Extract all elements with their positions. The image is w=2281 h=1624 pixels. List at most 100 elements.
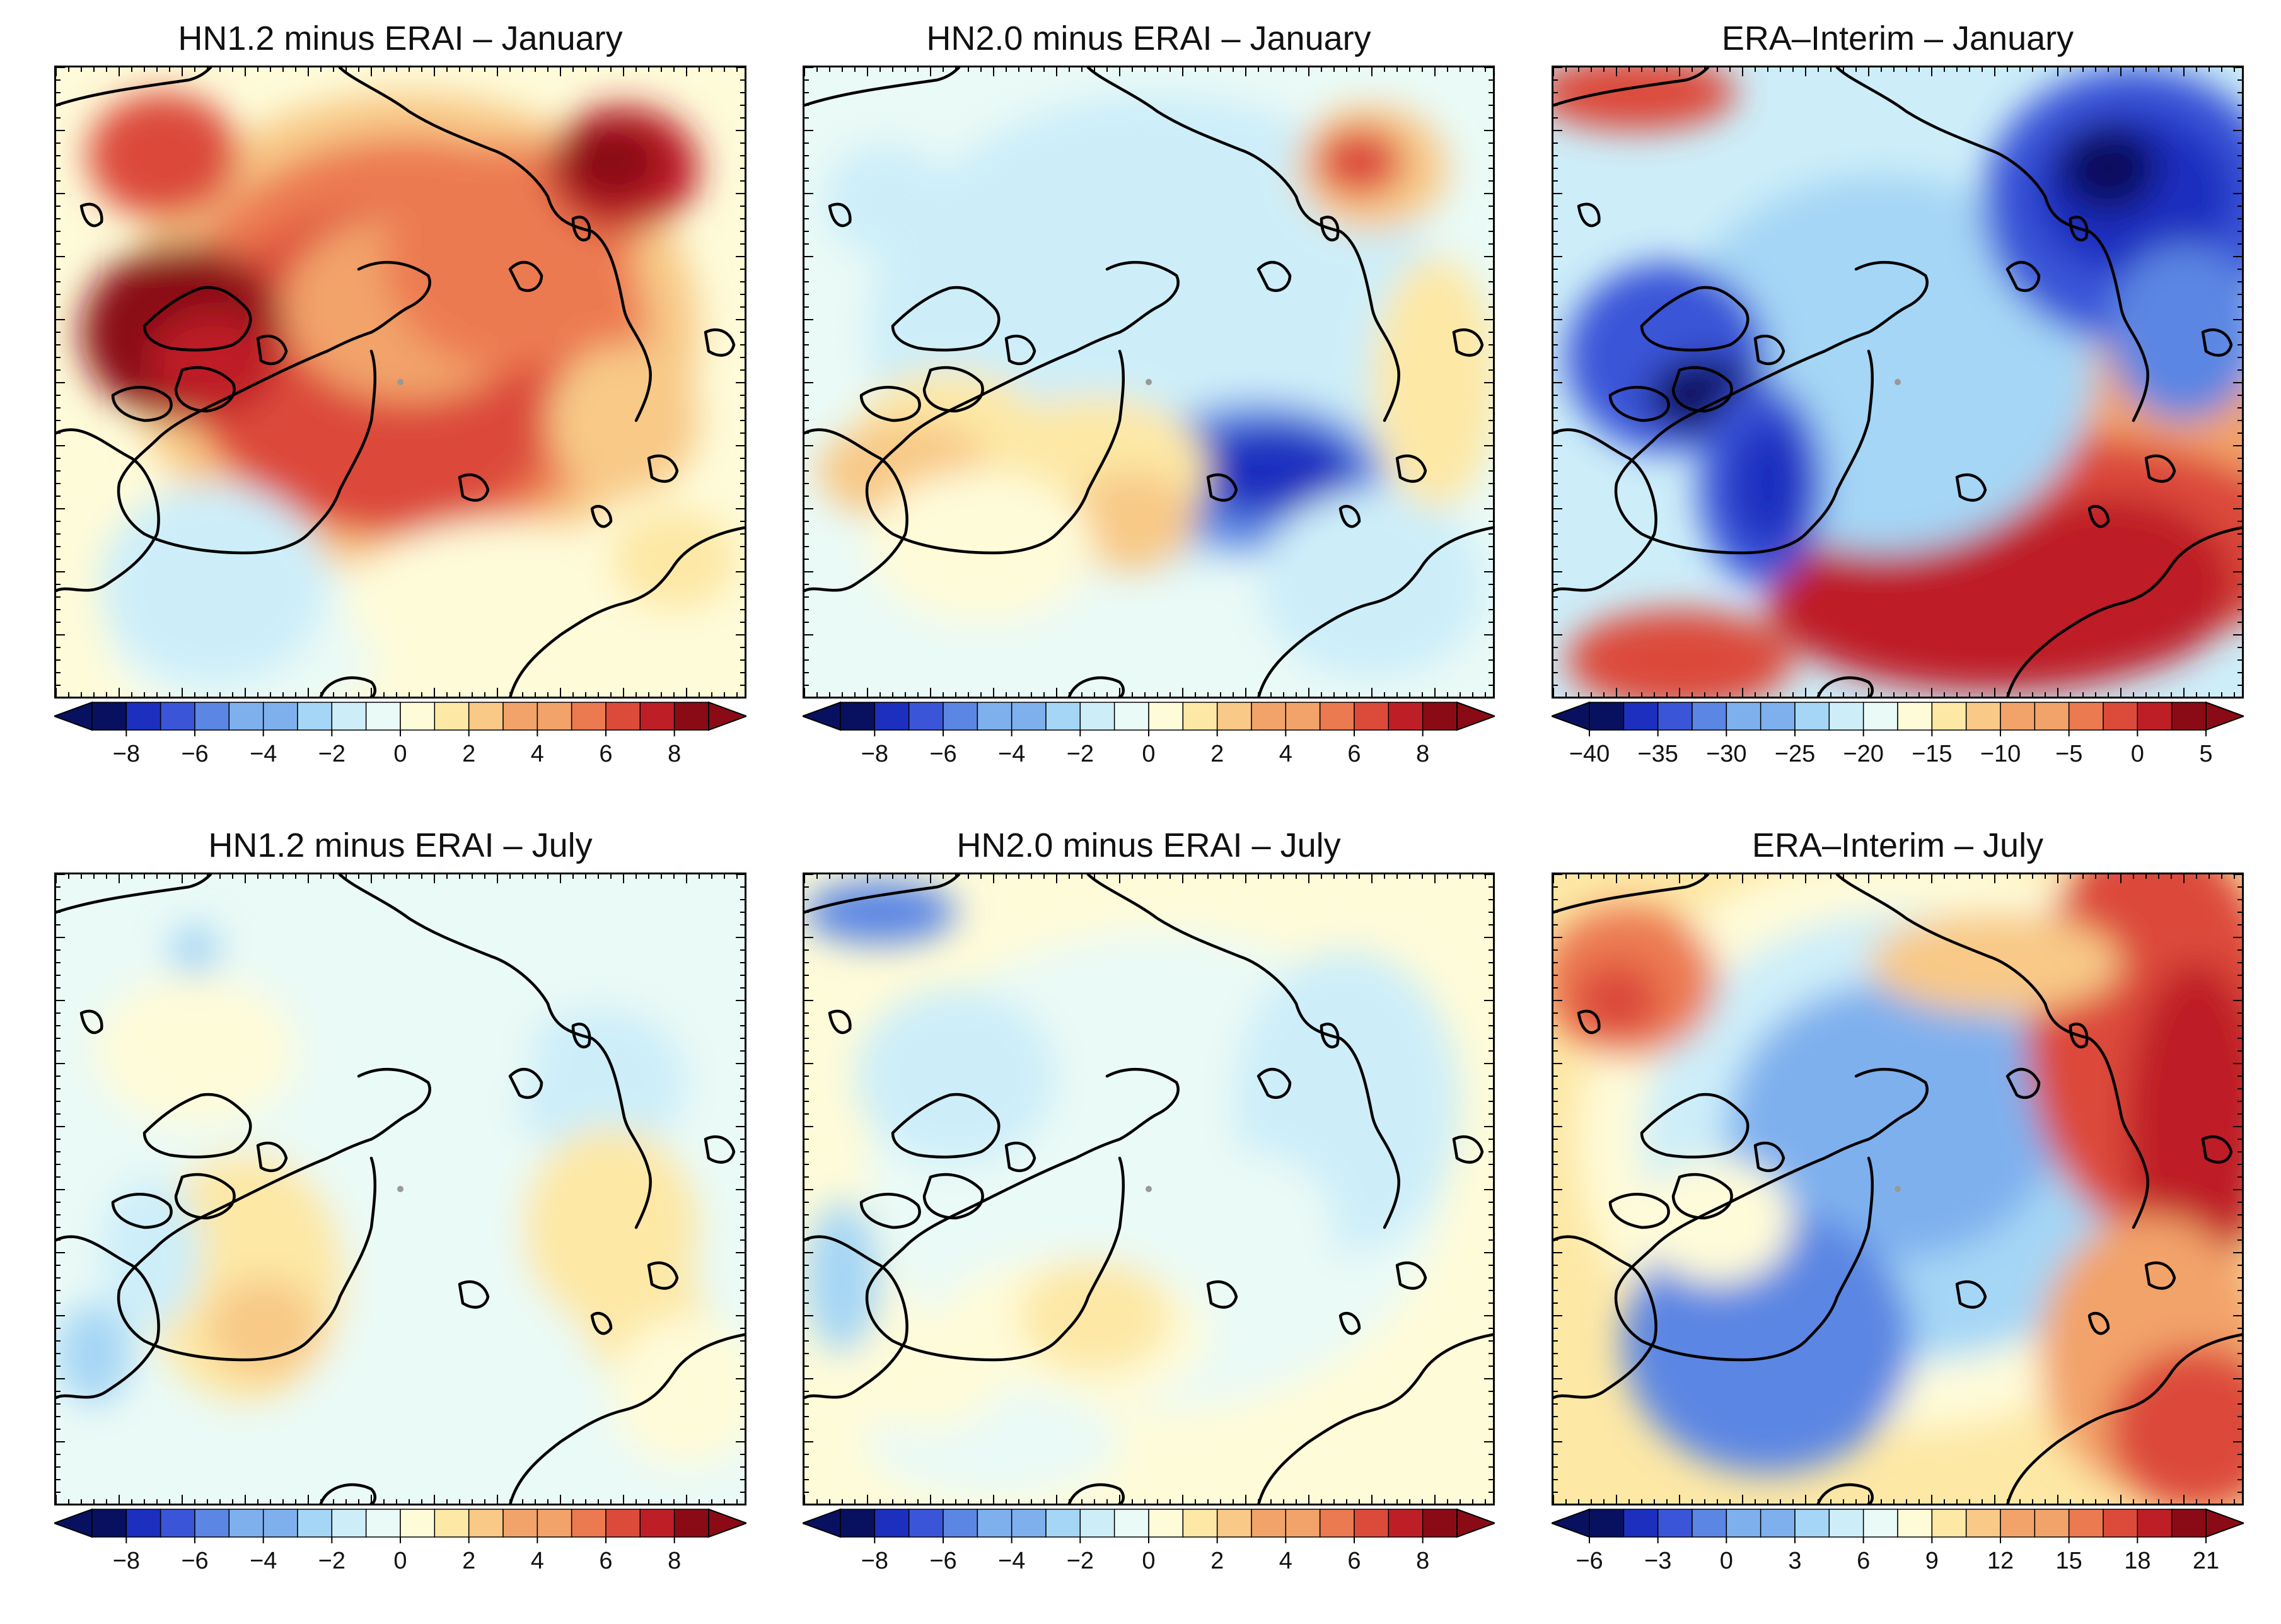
- colorbar-box: [1182, 702, 1218, 731]
- colorbar-tick-label: 12: [1987, 1548, 2014, 1574]
- coastline-segment: [1395, 454, 1427, 483]
- colorbar-box: [1422, 1509, 1458, 1538]
- colorbar-box: [1182, 1509, 1218, 1538]
- colorbar: −8 −6 −4 −2 0 2 4 6 8: [803, 1507, 1495, 1582]
- colorbar-box: [1079, 702, 1115, 731]
- field-region: [94, 975, 296, 1127]
- colorbar-box: [1657, 1509, 1693, 1538]
- colorbar-tick-label: −2: [1067, 1548, 1094, 1574]
- coastline-segment: [256, 334, 288, 366]
- coastline-segment: [1206, 473, 1238, 502]
- coastline-segment: [1395, 1261, 1427, 1290]
- colorbar-box: [91, 702, 127, 731]
- north-pole-marker: [1146, 1186, 1152, 1192]
- colorbar-box: [262, 1509, 298, 1538]
- colorbar-min-arrow: [803, 701, 841, 731]
- colorbar-box: [673, 1509, 709, 1538]
- colorbar-box: [1388, 1509, 1424, 1538]
- coastline-segment: [1671, 1173, 1733, 1220]
- coastline-segment: [1320, 216, 1340, 241]
- panel-title: HN2.0 minus ERAI – July: [956, 826, 1341, 864]
- panel-title: ERA–Interim – July: [1751, 826, 2044, 864]
- field-region: [2108, 1347, 2242, 1504]
- coastline-segment: [117, 260, 431, 555]
- coastline-segment: [1452, 1135, 1484, 1164]
- map: [803, 66, 1495, 699]
- colorbar-canvas: −40 −35 −30 −25 −20 −15 −10 −5 0 5: [1552, 701, 2244, 767]
- frame-ticks: [804, 874, 1493, 1504]
- colorbar-box: [908, 702, 944, 731]
- coastline-segment: [338, 67, 652, 422]
- colorbar-box: [1794, 1509, 1830, 1538]
- field-region: [88, 93, 239, 219]
- coastline: [804, 67, 1493, 697]
- colorbar-tick-label: 8: [1416, 1548, 1429, 1574]
- colorbar-box: [365, 1509, 401, 1538]
- colorbar-box: [1692, 702, 1727, 731]
- coastline-segment: [804, 428, 908, 593]
- colorbar-tick-label: 8: [1416, 741, 1429, 767]
- coastline: [56, 874, 745, 1504]
- colorbar-box: [1354, 1509, 1390, 1538]
- colorbar-tick-label: 6: [1347, 1548, 1361, 1574]
- colorbar-tick-label: −8: [113, 1548, 140, 1574]
- colorbar-min-arrow: [54, 1508, 93, 1538]
- colorbar-tick-label: 4: [531, 741, 544, 767]
- colorbar-box: [1931, 1509, 1967, 1538]
- coastline: [804, 874, 1493, 1504]
- colorbar-box: [1285, 702, 1321, 731]
- coastline-segment: [865, 260, 1180, 555]
- colorbar-box: [468, 1509, 504, 1538]
- colorbar-box: [1589, 702, 1625, 731]
- colorbar-box: [1354, 702, 1390, 731]
- colorbar-tick-label: −4: [998, 1548, 1025, 1574]
- coastline-segment: [1257, 1333, 1493, 1504]
- temperature-field: [81, 93, 737, 697]
- colorbar-box: [1862, 1509, 1898, 1538]
- colorbar-box: [977, 1509, 1013, 1538]
- colorbar-tick-label: −10: [1980, 741, 2021, 767]
- coastline-segment: [1608, 1193, 1670, 1229]
- colorbar-box: [194, 702, 230, 731]
- field-region: [548, 345, 699, 496]
- coastline-segment: [56, 874, 212, 914]
- colorbar-box: [2068, 702, 2104, 731]
- colorbar-box: [297, 702, 333, 731]
- temperature-field: [56, 925, 745, 1492]
- colorbar-box: [1794, 702, 1830, 731]
- colorbar-box: [1113, 702, 1149, 731]
- colorbar-tick-label: 4: [531, 1548, 544, 1574]
- colorbar-tick-label: 5: [2199, 741, 2212, 767]
- coastline-segment: [804, 67, 961, 107]
- colorbar-box: [1251, 702, 1287, 731]
- colorbar-box: [840, 702, 876, 731]
- north-pole-marker: [1895, 1186, 1901, 1192]
- colorbar-box: [1011, 702, 1047, 731]
- colorbar-box: [400, 1509, 436, 1538]
- field-region: [1315, 127, 1403, 197]
- panel-title: ERA–Interim – January: [1721, 20, 2074, 57]
- field-region: [119, 1417, 371, 1492]
- colorbar-box: [1011, 1509, 1047, 1538]
- coastline-segment: [1086, 67, 1400, 422]
- colorbar-box: [1726, 702, 1762, 731]
- colorbar: −8 −6 −4 −2 0 2 4 6 8: [54, 700, 746, 775]
- colorbar-box: [2103, 1509, 2139, 1538]
- coastline-segment: [704, 328, 736, 357]
- coastline-segment: [319, 676, 376, 697]
- coastline-segment: [1553, 67, 1710, 107]
- colorbar-tick-label: 2: [462, 1548, 475, 1574]
- coastline-segment: [1067, 676, 1125, 697]
- colorbar-tick-label: −2: [1067, 741, 1094, 767]
- coastline-segment: [2005, 261, 2041, 293]
- colorbar-tick-label: −2: [318, 741, 345, 767]
- panel-hn12-jul: HN1.2 minus ERAI – July −8 −6 −4 −2 0 2 4 6 8: [54, 825, 746, 1587]
- colorbar-tick-label: −6: [181, 1548, 208, 1574]
- colorbar-tick-label: 2: [1210, 741, 1224, 767]
- field-region: [1258, 490, 1485, 679]
- coastline-segment: [1257, 526, 1493, 697]
- coastline-segment: [922, 1173, 984, 1220]
- coastline-segment: [859, 1193, 921, 1229]
- coastline-segment: [142, 1093, 252, 1159]
- coastline-segment: [1257, 1068, 1292, 1099]
